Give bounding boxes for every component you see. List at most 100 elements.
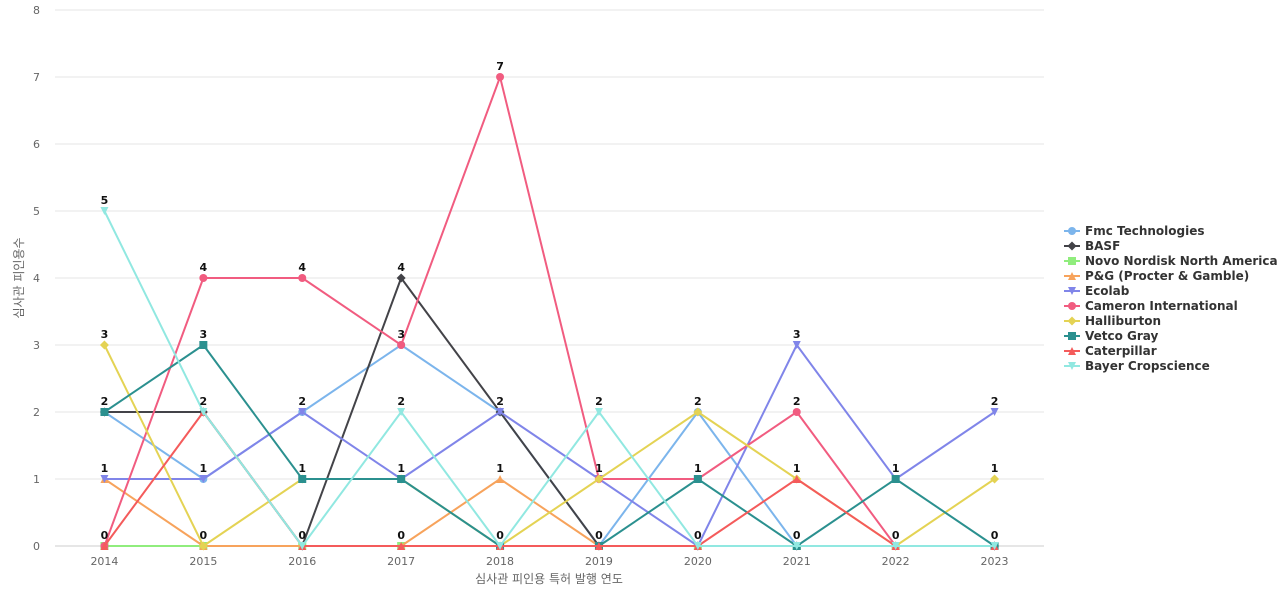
- legend-item-cameron-international[interactable]: Cameron International: [1064, 299, 1238, 313]
- series-line-cameron-international: [103, 76, 995, 547]
- data-label-layer: 5 3 2 1 0 4 3 2 1 0 4 2 1 0 4 3 2 1 0 7 2 1 0 2 1 0 2 1 0 3 2 1 0 1 0 2 1 0: [101, 60, 999, 542]
- data-label: 1: [892, 462, 900, 475]
- x-tick-label: 2018: [486, 555, 514, 568]
- data-point-bayer-cropscience-2014: [100, 207, 109, 215]
- x-tick-label: 2023: [981, 555, 1009, 568]
- legend-label: Novo Nordisk North America ...: [1085, 254, 1280, 268]
- legend-marker: [1068, 227, 1076, 235]
- data-label: 0: [298, 529, 306, 542]
- data-point-ecolab-2014: [100, 475, 109, 483]
- data-label: 0: [101, 529, 109, 542]
- data-label: 4: [200, 261, 208, 274]
- data-label: 2: [991, 395, 999, 408]
- data-label: 3: [397, 328, 405, 341]
- data-label: 2: [101, 395, 109, 408]
- legend-item-novo-nordisk-north-america[interactable]: Novo Nordisk North America ...: [1064, 254, 1280, 268]
- y-tick-label: 6: [33, 138, 40, 151]
- data-label: 1: [991, 462, 999, 475]
- data-label: 3: [793, 328, 801, 341]
- legend-marker: [1068, 287, 1076, 295]
- data-point-vetco-gray-2020: [693, 475, 702, 483]
- data-point-bayer-cropscience-2017: [397, 408, 406, 416]
- data-label: 1: [200, 462, 208, 475]
- legend-marker: [1068, 362, 1076, 370]
- data-point-bayer-cropscience-2015: [199, 408, 208, 416]
- legend-item-bayer-cropscience[interactable]: Bayer Cropscience: [1064, 359, 1210, 373]
- x-axis-title: 심사관 피인용 특허 발행 연도: [475, 571, 623, 586]
- data-label: 3: [101, 328, 109, 341]
- data-label: 0: [991, 529, 999, 542]
- data-label: 4: [298, 261, 306, 274]
- legend-label: Cameron International: [1085, 299, 1238, 313]
- data-point-ecolab-2018: [496, 408, 505, 416]
- series-line-ecolab: [104, 344, 996, 547]
- data-label: 0: [200, 529, 208, 542]
- data-label: 5: [101, 194, 109, 207]
- legend-marker: [1068, 302, 1076, 310]
- legend-label: P&G (Procter & Gamble): [1085, 269, 1249, 283]
- data-point-halliburton-2015: [198, 541, 208, 551]
- data-label: 1: [793, 462, 801, 475]
- y-tick-label: 3: [33, 339, 40, 352]
- legend-item-halliburton[interactable]: Halliburton: [1064, 314, 1161, 328]
- data-label: 1: [298, 462, 306, 475]
- data-point-bayer-cropscience-2018: [496, 542, 505, 550]
- data-label: 2: [496, 395, 504, 408]
- series-ecolab: [100, 341, 999, 550]
- series-layer: [99, 73, 1000, 551]
- data-label: 2: [397, 395, 405, 408]
- legend-marker: [1067, 316, 1077, 326]
- legend-item-p-g-procter-gamble[interactable]: P&G (Procter & Gamble): [1064, 269, 1249, 283]
- legend-label: BASF: [1085, 239, 1120, 253]
- x-tick-label: 2016: [288, 555, 316, 568]
- data-label: 4: [397, 261, 405, 274]
- data-label: 2: [298, 395, 306, 408]
- data-point-caterpillar-2021: [792, 475, 801, 483]
- data-label: 1: [496, 462, 504, 475]
- series-bayer-cropscience: [100, 207, 999, 550]
- data-point-cameron-international-2017: [397, 341, 406, 349]
- data-label: 0: [397, 529, 405, 542]
- data-point-ecolab-2023: [990, 408, 999, 416]
- series-line-bayer-cropscience: [103, 210, 995, 547]
- data-point-vetco-gray-2022: [891, 475, 900, 483]
- legend-marker: [1068, 347, 1076, 355]
- data-label: 1: [694, 462, 702, 475]
- y-tick-label: 8: [33, 4, 40, 17]
- legend-item-basf[interactable]: BASF: [1064, 239, 1120, 253]
- y-tick-label: 0: [33, 540, 40, 553]
- data-point-bayer-cropscience-2016: [298, 542, 307, 550]
- data-label: 2: [793, 395, 801, 408]
- data-label: 0: [892, 529, 900, 542]
- data-point-bayer-cropscience-2021: [792, 542, 801, 550]
- data-label: 0: [694, 529, 702, 542]
- data-point-vetco-gray-2016: [298, 475, 307, 483]
- data-point-caterpillar-2019: [594, 542, 603, 550]
- data-point-vetco-gray-2015: [199, 341, 208, 349]
- data-point-halliburton-2014: [99, 340, 109, 350]
- x-tick-label: 2021: [783, 555, 811, 568]
- legend-label: Vetco Gray: [1085, 329, 1159, 343]
- y-tick-label: 4: [33, 272, 40, 285]
- legend-item-vetco-gray[interactable]: Vetco Gray: [1064, 329, 1159, 343]
- data-label: 2: [694, 395, 702, 408]
- legend-item-ecolab[interactable]: Ecolab: [1064, 284, 1130, 298]
- data-point-ecolab-2021: [792, 341, 801, 349]
- legend-marker: [1068, 332, 1076, 340]
- legend-label: Ecolab: [1085, 284, 1130, 298]
- data-point-bayer-cropscience-2020: [693, 542, 702, 550]
- data-point-halliburton-2020: [693, 407, 703, 417]
- data-point-cameron-international-2016: [298, 274, 307, 282]
- legend-item-caterpillar[interactable]: Caterpillar: [1064, 344, 1157, 358]
- x-tick-label: 2019: [585, 555, 613, 568]
- data-label: 3: [200, 328, 208, 341]
- data-point-basf-2017: [396, 273, 406, 283]
- data-point-vetco-gray-2017: [397, 475, 406, 483]
- legend-item-fmc-technologies[interactable]: Fmc Technologies: [1064, 224, 1205, 238]
- data-point-cameron-international-2021: [792, 408, 801, 416]
- data-label: 2: [595, 395, 603, 408]
- y-tick-label: 1: [33, 473, 40, 486]
